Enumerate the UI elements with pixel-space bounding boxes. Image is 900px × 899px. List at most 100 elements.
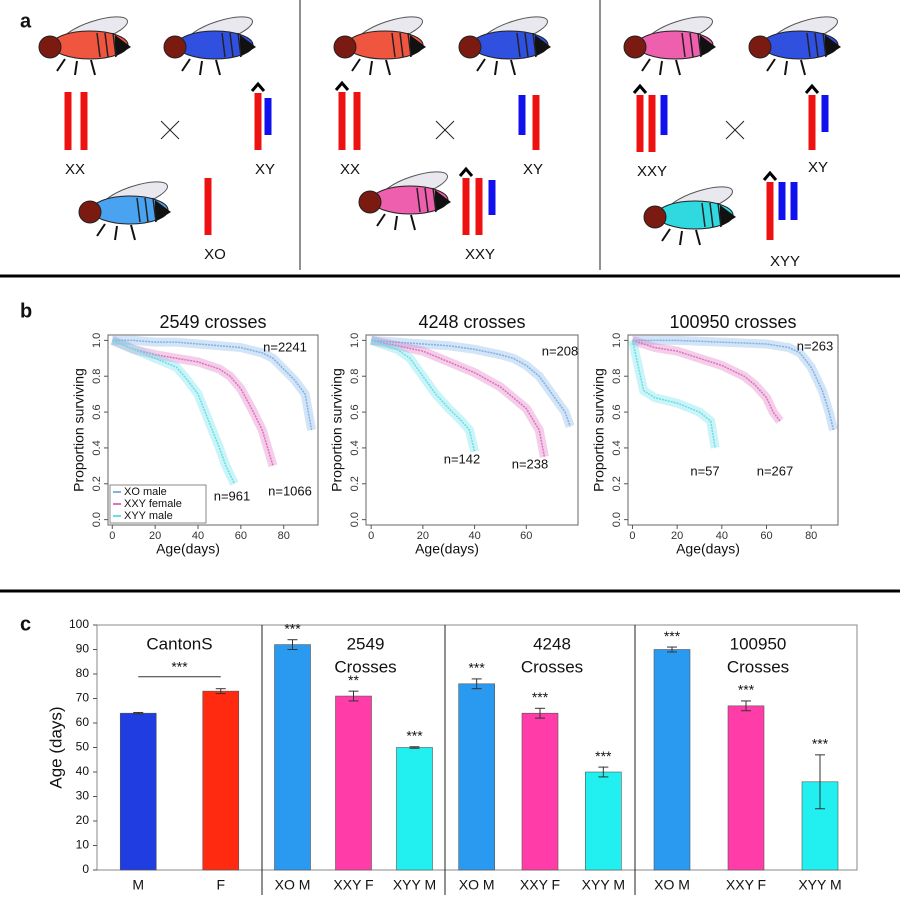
fly-icon (623, 16, 716, 76)
y-axis-label: Age (days) (46, 706, 65, 788)
sample-size-label: n=238 (512, 456, 549, 471)
fly-head (78, 200, 102, 224)
y-hook (632, 83, 648, 94)
cross-symbol (725, 120, 745, 140)
fly-icon (358, 171, 451, 231)
sample-size-label: n=961 (214, 488, 251, 503)
x-tick-label: 60 (235, 530, 247, 542)
sample-size-label: n=1066 (268, 483, 312, 498)
fly-leg (695, 229, 701, 246)
fly-stripe (532, 32, 537, 58)
y-hook (804, 83, 820, 94)
bar (727, 705, 765, 871)
x-tick-label: XXY F (520, 877, 560, 893)
legend-label: XO male (124, 486, 167, 498)
y-tick-label: 0.2 (611, 476, 623, 491)
fly-leg (766, 58, 776, 72)
y-tick-label: 0.2 (349, 476, 361, 491)
y-hook (458, 166, 474, 177)
fly-stripe (424, 187, 429, 213)
significance-label: *** (406, 727, 423, 743)
x-tick-label: XYY M (582, 877, 625, 893)
significance-label: *** (812, 736, 829, 752)
y-hook (250, 81, 266, 92)
legend-label: XYY male (124, 510, 173, 522)
fly-leg (215, 59, 221, 76)
y-tick-label: 0.0 (349, 512, 361, 527)
fly-abdomen-tip (720, 205, 736, 227)
x-tick-label: 80 (278, 530, 290, 542)
chart-title: 2549 crosses (159, 312, 266, 332)
chromosome (821, 95, 829, 132)
x-tick-label: XO M (275, 877, 311, 893)
fly-head (333, 35, 357, 59)
fly-leg (394, 215, 398, 231)
chromosome (766, 182, 774, 240)
chromosome (475, 178, 483, 235)
chromosome (462, 178, 470, 235)
bar (119, 712, 157, 871)
bar (335, 695, 372, 871)
fly-stripe (391, 32, 396, 58)
x-tick-label: 40 (716, 530, 728, 542)
chromosome (488, 180, 496, 215)
significance-label: ** (348, 672, 359, 688)
y-tick-label: 60 (76, 715, 90, 729)
y-hook (334, 80, 350, 91)
fly-leg (114, 225, 118, 241)
sample-size-label: n=208 (542, 343, 579, 358)
fly-leg (56, 58, 66, 72)
x-tick-label: 60 (520, 530, 532, 542)
fly-head (38, 35, 62, 59)
chromosome (353, 92, 361, 150)
group-title: 4248 (533, 634, 571, 653)
sample-size-label: n=2241 (263, 339, 307, 354)
fly-abdomen-tip (700, 35, 716, 57)
x-tick-label: 0 (368, 530, 374, 542)
fly-leg (351, 58, 361, 72)
fly-leg (800, 59, 806, 76)
fly-leg (385, 59, 391, 76)
plot-frame (627, 334, 839, 526)
fly-leg (369, 60, 373, 76)
y-tick-label: 0.6 (91, 404, 103, 419)
fly-head (458, 35, 482, 59)
y-tick-label: 50 (76, 740, 90, 754)
survival-curve (370, 339, 476, 452)
fly-leg (675, 59, 681, 76)
y-tick-label: 0 (82, 862, 89, 876)
sample-size-label: n=267 (757, 463, 794, 478)
fly-stripe (701, 202, 706, 228)
group-title: Crosses (334, 657, 396, 676)
fly-leg (181, 58, 191, 72)
survival-curve (631, 340, 716, 449)
fly-stripe (697, 32, 702, 58)
y-tick-label: 1.0 (91, 333, 103, 348)
bar (396, 747, 433, 871)
cross-symbol (160, 120, 180, 140)
bar (274, 644, 311, 871)
x-tick-label: 20 (417, 530, 429, 542)
significance-label: *** (468, 660, 485, 676)
karyotype-label: XX (65, 161, 85, 178)
y-tick-label: 0.4 (91, 440, 103, 455)
fly-stripe (416, 187, 421, 213)
fly-abdomen-tip (155, 200, 171, 222)
survival-curve (112, 339, 313, 431)
fly-leg (74, 60, 78, 76)
significance-label: *** (171, 658, 188, 674)
fly-leg (410, 214, 416, 231)
chromosome (338, 92, 346, 150)
plot-frame (107, 334, 319, 526)
cross-symbol (435, 120, 455, 140)
fly-leg (494, 60, 498, 76)
sample-size-label: n=142 (444, 451, 481, 466)
significance-label: *** (595, 748, 612, 764)
fly-abdomen-tip (825, 35, 841, 57)
karyotype-label: XY (808, 159, 828, 176)
x-tick-label: F (216, 877, 225, 893)
group-title: Crosses (521, 657, 583, 676)
significance-label: *** (664, 628, 681, 644)
legend-label: XXY female (124, 498, 182, 510)
